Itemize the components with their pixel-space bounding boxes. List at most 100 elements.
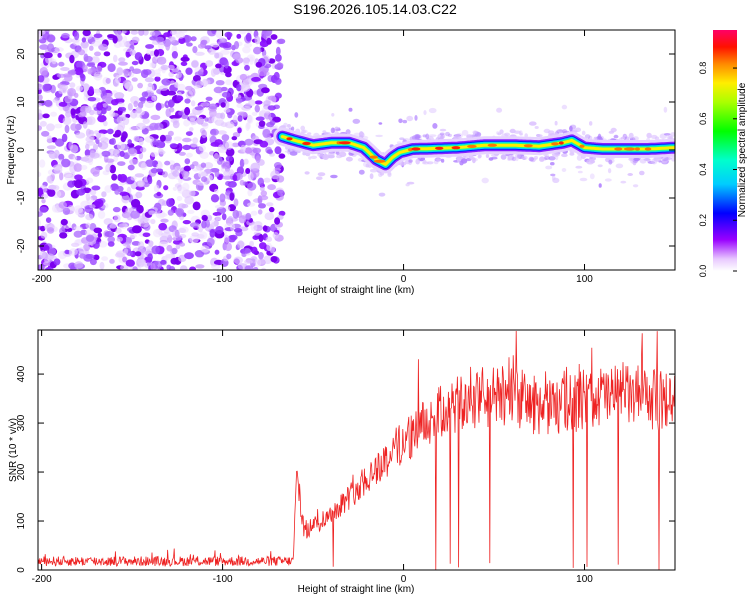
noise-blob	[85, 222, 91, 229]
halo-blob	[432, 123, 438, 129]
halo-blob	[511, 156, 517, 162]
noise-blob	[138, 241, 145, 250]
noise-blob	[224, 31, 233, 38]
noise-blob	[191, 60, 199, 68]
halo-blob	[550, 162, 555, 166]
noise-blob	[189, 164, 195, 170]
noise-blob	[39, 67, 48, 76]
noise-blob	[192, 137, 199, 144]
halo-blob	[589, 173, 595, 180]
noise-blob	[239, 158, 245, 168]
snr-y-ticks: 0 100 200 300 400	[16, 365, 675, 573]
noise-blob	[179, 242, 186, 247]
noise-blob	[122, 242, 132, 247]
noise-blob	[41, 130, 50, 137]
noise-blob	[47, 43, 55, 52]
noise-blob	[238, 215, 247, 224]
halo-blob	[639, 170, 645, 176]
noise-blob	[263, 100, 271, 107]
noise-blob	[86, 62, 96, 67]
noise-blob	[119, 191, 129, 197]
noise-blob	[153, 49, 160, 57]
spectrogram-x-ticks: -200 -100 0 100	[32, 30, 593, 285]
noise-blob	[44, 99, 53, 107]
noise-blob	[224, 100, 230, 109]
noise-blob	[179, 265, 188, 270]
noise-blob	[223, 108, 231, 113]
noise-blob	[246, 115, 254, 124]
halo-blob	[322, 154, 330, 161]
ridge-hotspot	[614, 147, 623, 151]
noise-blob	[38, 125, 42, 131]
noise-blob	[274, 92, 282, 99]
y-tick-label: 20	[16, 48, 27, 60]
chart-title: S196.2026.105.14.03.C22	[293, 1, 457, 17]
noise-blob	[274, 146, 282, 155]
noise-blob	[116, 102, 125, 108]
noise-blob	[243, 42, 253, 48]
noise-blob	[237, 240, 245, 249]
noise-blob	[232, 132, 241, 138]
halo-blob	[345, 129, 351, 135]
noise-blob	[118, 173, 128, 183]
noise-blob	[99, 261, 105, 270]
noise-blob	[134, 251, 142, 257]
halo-blob	[608, 159, 613, 165]
noise-blob	[228, 169, 235, 177]
noise-blob	[201, 121, 209, 130]
halo-blob	[551, 152, 560, 157]
halo-blob	[534, 155, 538, 160]
noise-blob	[233, 228, 243, 233]
noise-blob	[89, 204, 96, 209]
noise-blob	[222, 41, 232, 49]
noise-blob	[215, 63, 222, 69]
noise-blob	[144, 77, 155, 83]
halo-blob	[556, 129, 564, 134]
noise-blob	[69, 82, 76, 88]
noise-blob	[155, 72, 162, 78]
noise-blob	[200, 39, 208, 45]
noise-blob	[205, 60, 214, 67]
noise-blob	[111, 99, 119, 106]
noise-blob	[109, 110, 115, 118]
noise-blob	[176, 209, 184, 218]
halo-blob	[521, 155, 528, 160]
noise-blob	[93, 33, 103, 39]
noise-blob	[191, 100, 196, 107]
noise-blob	[236, 103, 243, 108]
noise-blob	[169, 164, 176, 170]
noise-blob	[107, 241, 115, 247]
noise-blob	[224, 121, 235, 129]
halo-blob	[369, 173, 374, 180]
noise-blob	[254, 258, 262, 267]
noise-blob	[251, 111, 258, 116]
noise-blob	[266, 202, 274, 207]
noise-blob	[204, 45, 213, 50]
noise-blob	[147, 176, 153, 185]
noise-blob	[252, 235, 259, 241]
noise-blob	[226, 253, 232, 260]
noise-blob	[217, 147, 227, 154]
noise-blob	[141, 127, 149, 135]
noise-blob	[255, 155, 261, 164]
halo-blob	[327, 152, 335, 159]
noise-blob	[64, 124, 70, 134]
noise-blob	[39, 120, 47, 127]
noise-blob	[172, 229, 180, 239]
x-tick-label: 0	[401, 274, 407, 285]
halo-blob	[576, 154, 583, 161]
halo-blob	[584, 134, 591, 139]
ridge-hotspot	[558, 141, 564, 145]
noise-blob	[214, 119, 225, 126]
halo-blob	[287, 124, 291, 128]
noise-blob	[244, 259, 253, 264]
halo-blob	[607, 168, 612, 174]
noise-blob	[265, 236, 273, 243]
noise-blob	[215, 226, 224, 234]
noise-blob	[221, 134, 230, 142]
noise-blob	[208, 48, 216, 55]
noise-blob	[134, 52, 143, 61]
noise-blob	[228, 215, 233, 221]
